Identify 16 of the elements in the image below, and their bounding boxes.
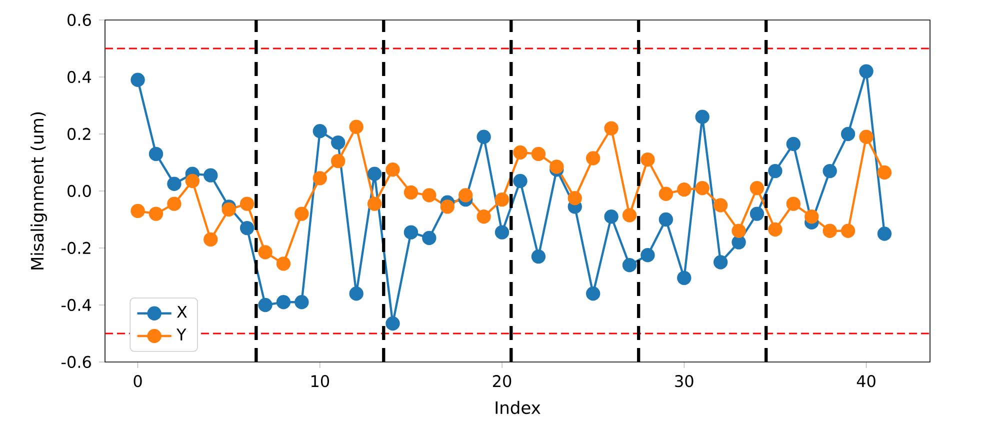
- x-tick-label: 20: [493, 375, 512, 388]
- y-tick-label: 0.0: [68, 184, 91, 198]
- legend-label: Y: [176, 328, 186, 340]
- x-tick-label: 0: [134, 375, 142, 388]
- x-axis-title: Index: [496, 400, 540, 414]
- y-axis-title: Misalignment (um): [30, 112, 47, 270]
- x-tick-label: 10: [311, 375, 330, 388]
- y-tick-label: -0.6: [62, 356, 91, 368]
- x-tick-label: 30: [675, 375, 694, 388]
- legend-label: X: [176, 306, 187, 318]
- x-tick-label: 40: [856, 375, 876, 388]
- y-tick-label: -0.4: [62, 298, 92, 312]
- y-tick-label: -0.2: [62, 242, 90, 254]
- y-tick-label: 0.4: [68, 70, 92, 84]
- y-tick-label: 0.6: [68, 14, 91, 26]
- y-tick-label: 0.2: [68, 128, 90, 140]
